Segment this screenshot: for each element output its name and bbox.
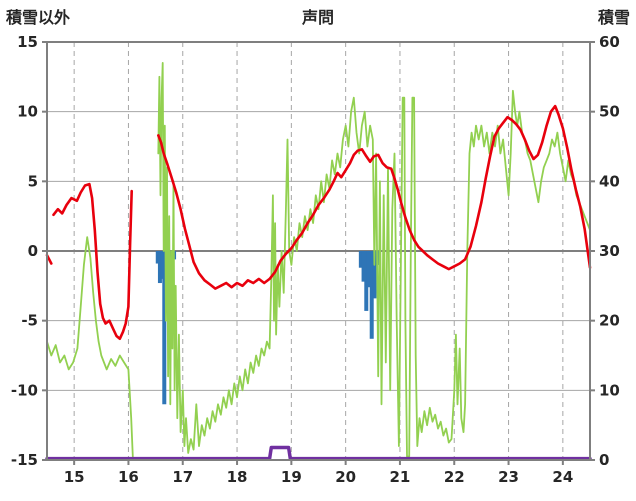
x-tick-label: 16 bbox=[118, 468, 139, 486]
bar-blue-bars bbox=[160, 251, 165, 279]
x-tick-label: 15 bbox=[64, 468, 85, 486]
series-red-line bbox=[52, 182, 133, 341]
x-tick-label: 18 bbox=[227, 468, 248, 486]
bar-blue-bars bbox=[162, 251, 167, 405]
series-red-line bbox=[157, 104, 592, 290]
x-tick-label: 24 bbox=[552, 468, 573, 486]
left-tick-label: 15 bbox=[17, 33, 38, 51]
bar-blue-bars bbox=[361, 251, 366, 282]
bar-blue-bars bbox=[364, 251, 369, 311]
x-tick-label: 22 bbox=[444, 468, 465, 486]
right-tick-label: 30 bbox=[599, 242, 620, 260]
chart-title: 声問 bbox=[301, 8, 334, 27]
left-axis-title: 積雪以外 bbox=[6, 8, 71, 27]
right-tick-label: 20 bbox=[599, 312, 620, 330]
series-purple-line bbox=[45, 445, 592, 461]
series-green-line bbox=[46, 236, 134, 458]
x-tick-label: 21 bbox=[390, 468, 411, 486]
left-tick-label: 5 bbox=[28, 172, 38, 190]
right-axis-title: 積雪 bbox=[597, 8, 630, 27]
bar-blue-bars bbox=[358, 251, 363, 268]
left-tick-label: 10 bbox=[17, 103, 38, 121]
bar-blue-bars bbox=[366, 251, 371, 288]
right-tick-label: 0 bbox=[599, 451, 609, 469]
bar-blue-bars bbox=[369, 251, 374, 339]
left-tick-label: -15 bbox=[11, 451, 38, 469]
left-tick-label: 0 bbox=[28, 242, 38, 260]
right-tick-label: 10 bbox=[599, 381, 620, 399]
bar-blue-bars bbox=[157, 251, 162, 284]
x-tick-label: 20 bbox=[335, 468, 356, 486]
right-tick-label: 40 bbox=[599, 172, 620, 190]
right-tick-label: 50 bbox=[599, 103, 620, 121]
x-tick-label: 23 bbox=[498, 468, 519, 486]
x-tick-label: 19 bbox=[281, 468, 302, 486]
bar-blue-bars bbox=[155, 251, 160, 264]
right-tick-label: 60 bbox=[599, 33, 620, 51]
bar-blue-bars bbox=[372, 251, 377, 299]
x-tick-label: 17 bbox=[172, 468, 193, 486]
left-tick-label: -10 bbox=[11, 381, 38, 399]
series-green-line bbox=[157, 62, 591, 458]
left-tick-label: -5 bbox=[21, 312, 38, 330]
